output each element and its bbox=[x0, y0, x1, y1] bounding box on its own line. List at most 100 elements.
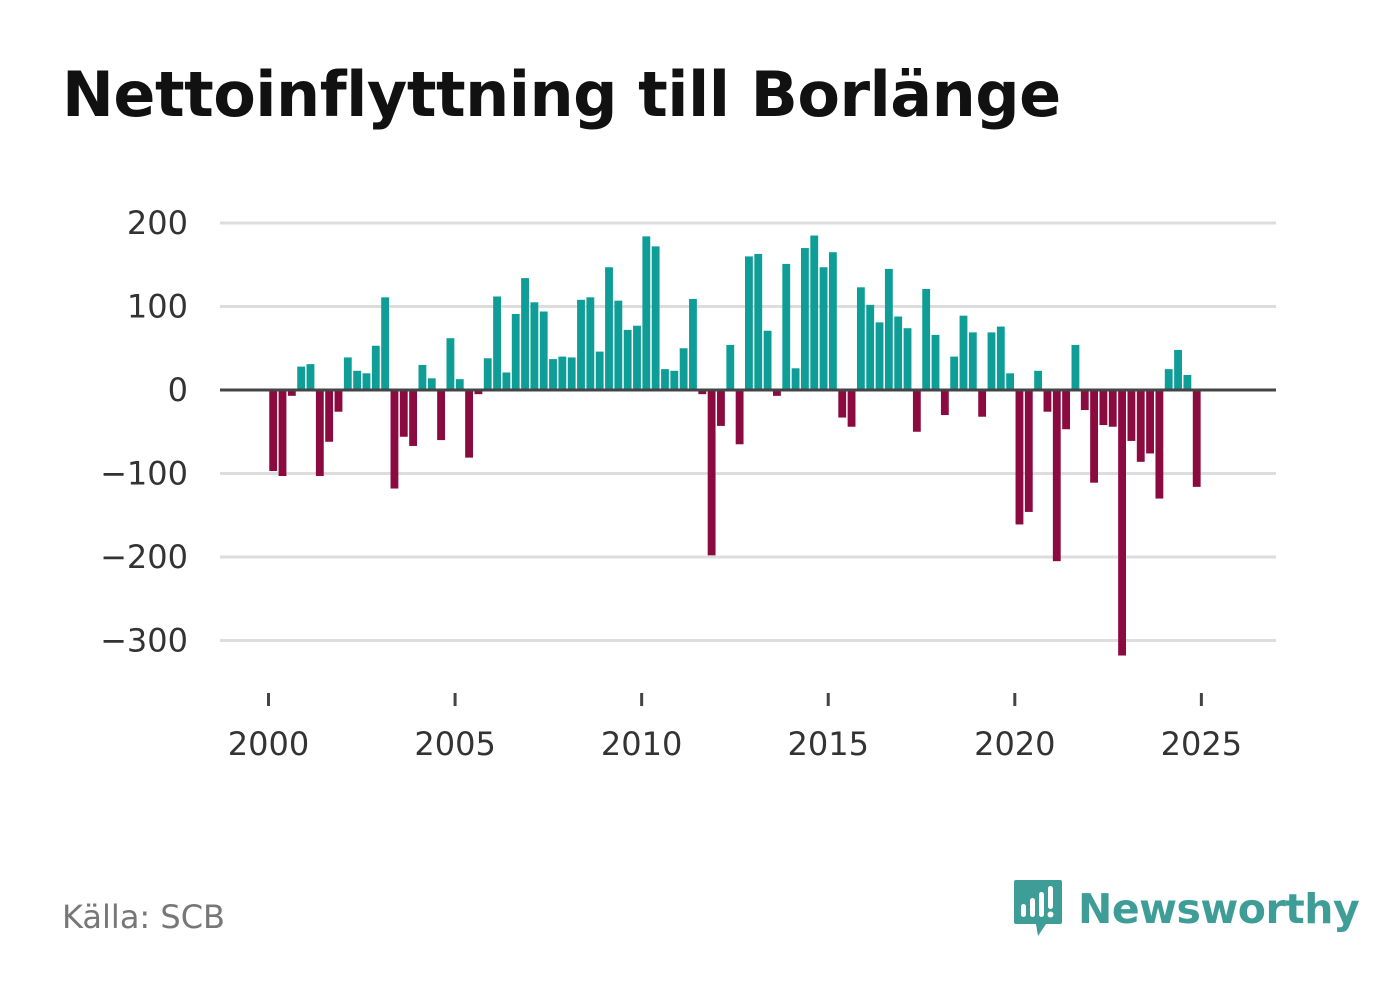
bar bbox=[381, 297, 390, 390]
bar bbox=[437, 390, 446, 441]
x-tick-label: 2000 bbox=[228, 725, 309, 763]
bar bbox=[707, 390, 716, 556]
bar bbox=[875, 322, 884, 390]
bar bbox=[717, 390, 725, 426]
bar bbox=[1155, 390, 1164, 499]
bar bbox=[633, 325, 641, 390]
bar bbox=[493, 296, 501, 390]
bar bbox=[978, 390, 987, 417]
bar bbox=[399, 390, 408, 437]
x-tick-label: 2010 bbox=[601, 725, 682, 763]
bar bbox=[651, 246, 660, 390]
bar bbox=[782, 263, 791, 390]
bar bbox=[810, 235, 819, 390]
bar bbox=[773, 390, 781, 396]
bar bbox=[1024, 390, 1033, 512]
x-tick-label: 2025 bbox=[1161, 725, 1242, 763]
y-tick-label: 200 bbox=[127, 204, 188, 242]
bar bbox=[1043, 390, 1052, 412]
bar bbox=[922, 288, 931, 390]
bar bbox=[1127, 390, 1136, 441]
bar bbox=[791, 368, 800, 390]
bar bbox=[828, 252, 837, 390]
bar bbox=[315, 390, 324, 476]
y-axis: 200 100 0 −100 −200 −300 bbox=[100, 204, 188, 660]
bar bbox=[418, 364, 427, 390]
bar bbox=[455, 379, 464, 390]
bar bbox=[325, 390, 334, 442]
brand-name: Newsworthy bbox=[1078, 885, 1360, 933]
bar bbox=[754, 253, 763, 390]
bar bbox=[1034, 370, 1043, 390]
bar bbox=[996, 326, 1005, 390]
bar bbox=[1136, 390, 1145, 462]
bar bbox=[614, 300, 623, 390]
bar bbox=[689, 298, 697, 391]
bar bbox=[912, 390, 921, 432]
bar bbox=[1090, 390, 1099, 483]
bar bbox=[679, 348, 688, 390]
bar bbox=[642, 236, 651, 390]
bar bbox=[866, 304, 875, 390]
bar bbox=[1183, 374, 1192, 390]
bar bbox=[931, 334, 940, 390]
bar bbox=[800, 248, 809, 390]
bar bbox=[297, 366, 306, 390]
bar bbox=[409, 390, 418, 446]
bar bbox=[856, 287, 865, 390]
bar bbox=[1015, 390, 1024, 525]
bar bbox=[577, 299, 585, 390]
bar bbox=[1062, 390, 1071, 430]
bar bbox=[278, 390, 287, 476]
bar bbox=[1071, 344, 1080, 390]
bar bbox=[838, 390, 847, 418]
x-tick-label: 2005 bbox=[414, 725, 495, 763]
bar bbox=[287, 390, 296, 396]
bar bbox=[474, 390, 483, 395]
bar bbox=[353, 370, 362, 390]
x-axis: 2000 2005 2010 2015 2020 2025 bbox=[228, 693, 1242, 763]
bar bbox=[950, 356, 959, 390]
brand-logo: Newsworthy bbox=[1012, 878, 1360, 940]
bar-chart-speech-bubble-icon bbox=[1014, 880, 1062, 936]
bar bbox=[530, 302, 539, 390]
bar bbox=[1192, 390, 1201, 487]
bar bbox=[903, 328, 912, 390]
bar bbox=[959, 315, 968, 390]
bar bbox=[1006, 373, 1015, 390]
y-tick-label: 0 bbox=[168, 371, 188, 409]
bar bbox=[726, 344, 735, 390]
bar bbox=[586, 297, 595, 390]
y-tick-label: −300 bbox=[100, 622, 188, 660]
bar bbox=[595, 351, 604, 390]
bar bbox=[269, 390, 278, 471]
bar bbox=[521, 278, 529, 390]
bar bbox=[819, 267, 828, 390]
y-tick-label: −100 bbox=[100, 455, 188, 493]
bar bbox=[698, 390, 707, 395]
bar bbox=[306, 364, 315, 390]
y-tick-label: −200 bbox=[100, 538, 188, 576]
bar bbox=[670, 370, 679, 390]
bar bbox=[763, 330, 772, 390]
bars bbox=[269, 235, 1201, 656]
bar bbox=[483, 358, 492, 390]
bar bbox=[539, 311, 548, 390]
bar bbox=[745, 256, 753, 390]
bar bbox=[735, 390, 744, 445]
bar bbox=[446, 338, 455, 390]
bar bbox=[1080, 390, 1089, 411]
bar bbox=[558, 356, 567, 390]
x-tick-label: 2020 bbox=[974, 725, 1055, 763]
bar-chart: 200 100 0 −100 −200 −300 2000 2005 2010 2015 2020… bbox=[100, 204, 1276, 763]
bar bbox=[884, 268, 893, 390]
bar bbox=[968, 332, 977, 390]
bar bbox=[334, 390, 343, 412]
bar bbox=[847, 390, 856, 427]
x-tick-label: 2015 bbox=[788, 725, 869, 763]
bar bbox=[1174, 349, 1182, 390]
bar bbox=[623, 329, 632, 390]
bar bbox=[362, 373, 371, 390]
y-tick-label: 100 bbox=[127, 288, 188, 326]
bar bbox=[605, 267, 613, 390]
